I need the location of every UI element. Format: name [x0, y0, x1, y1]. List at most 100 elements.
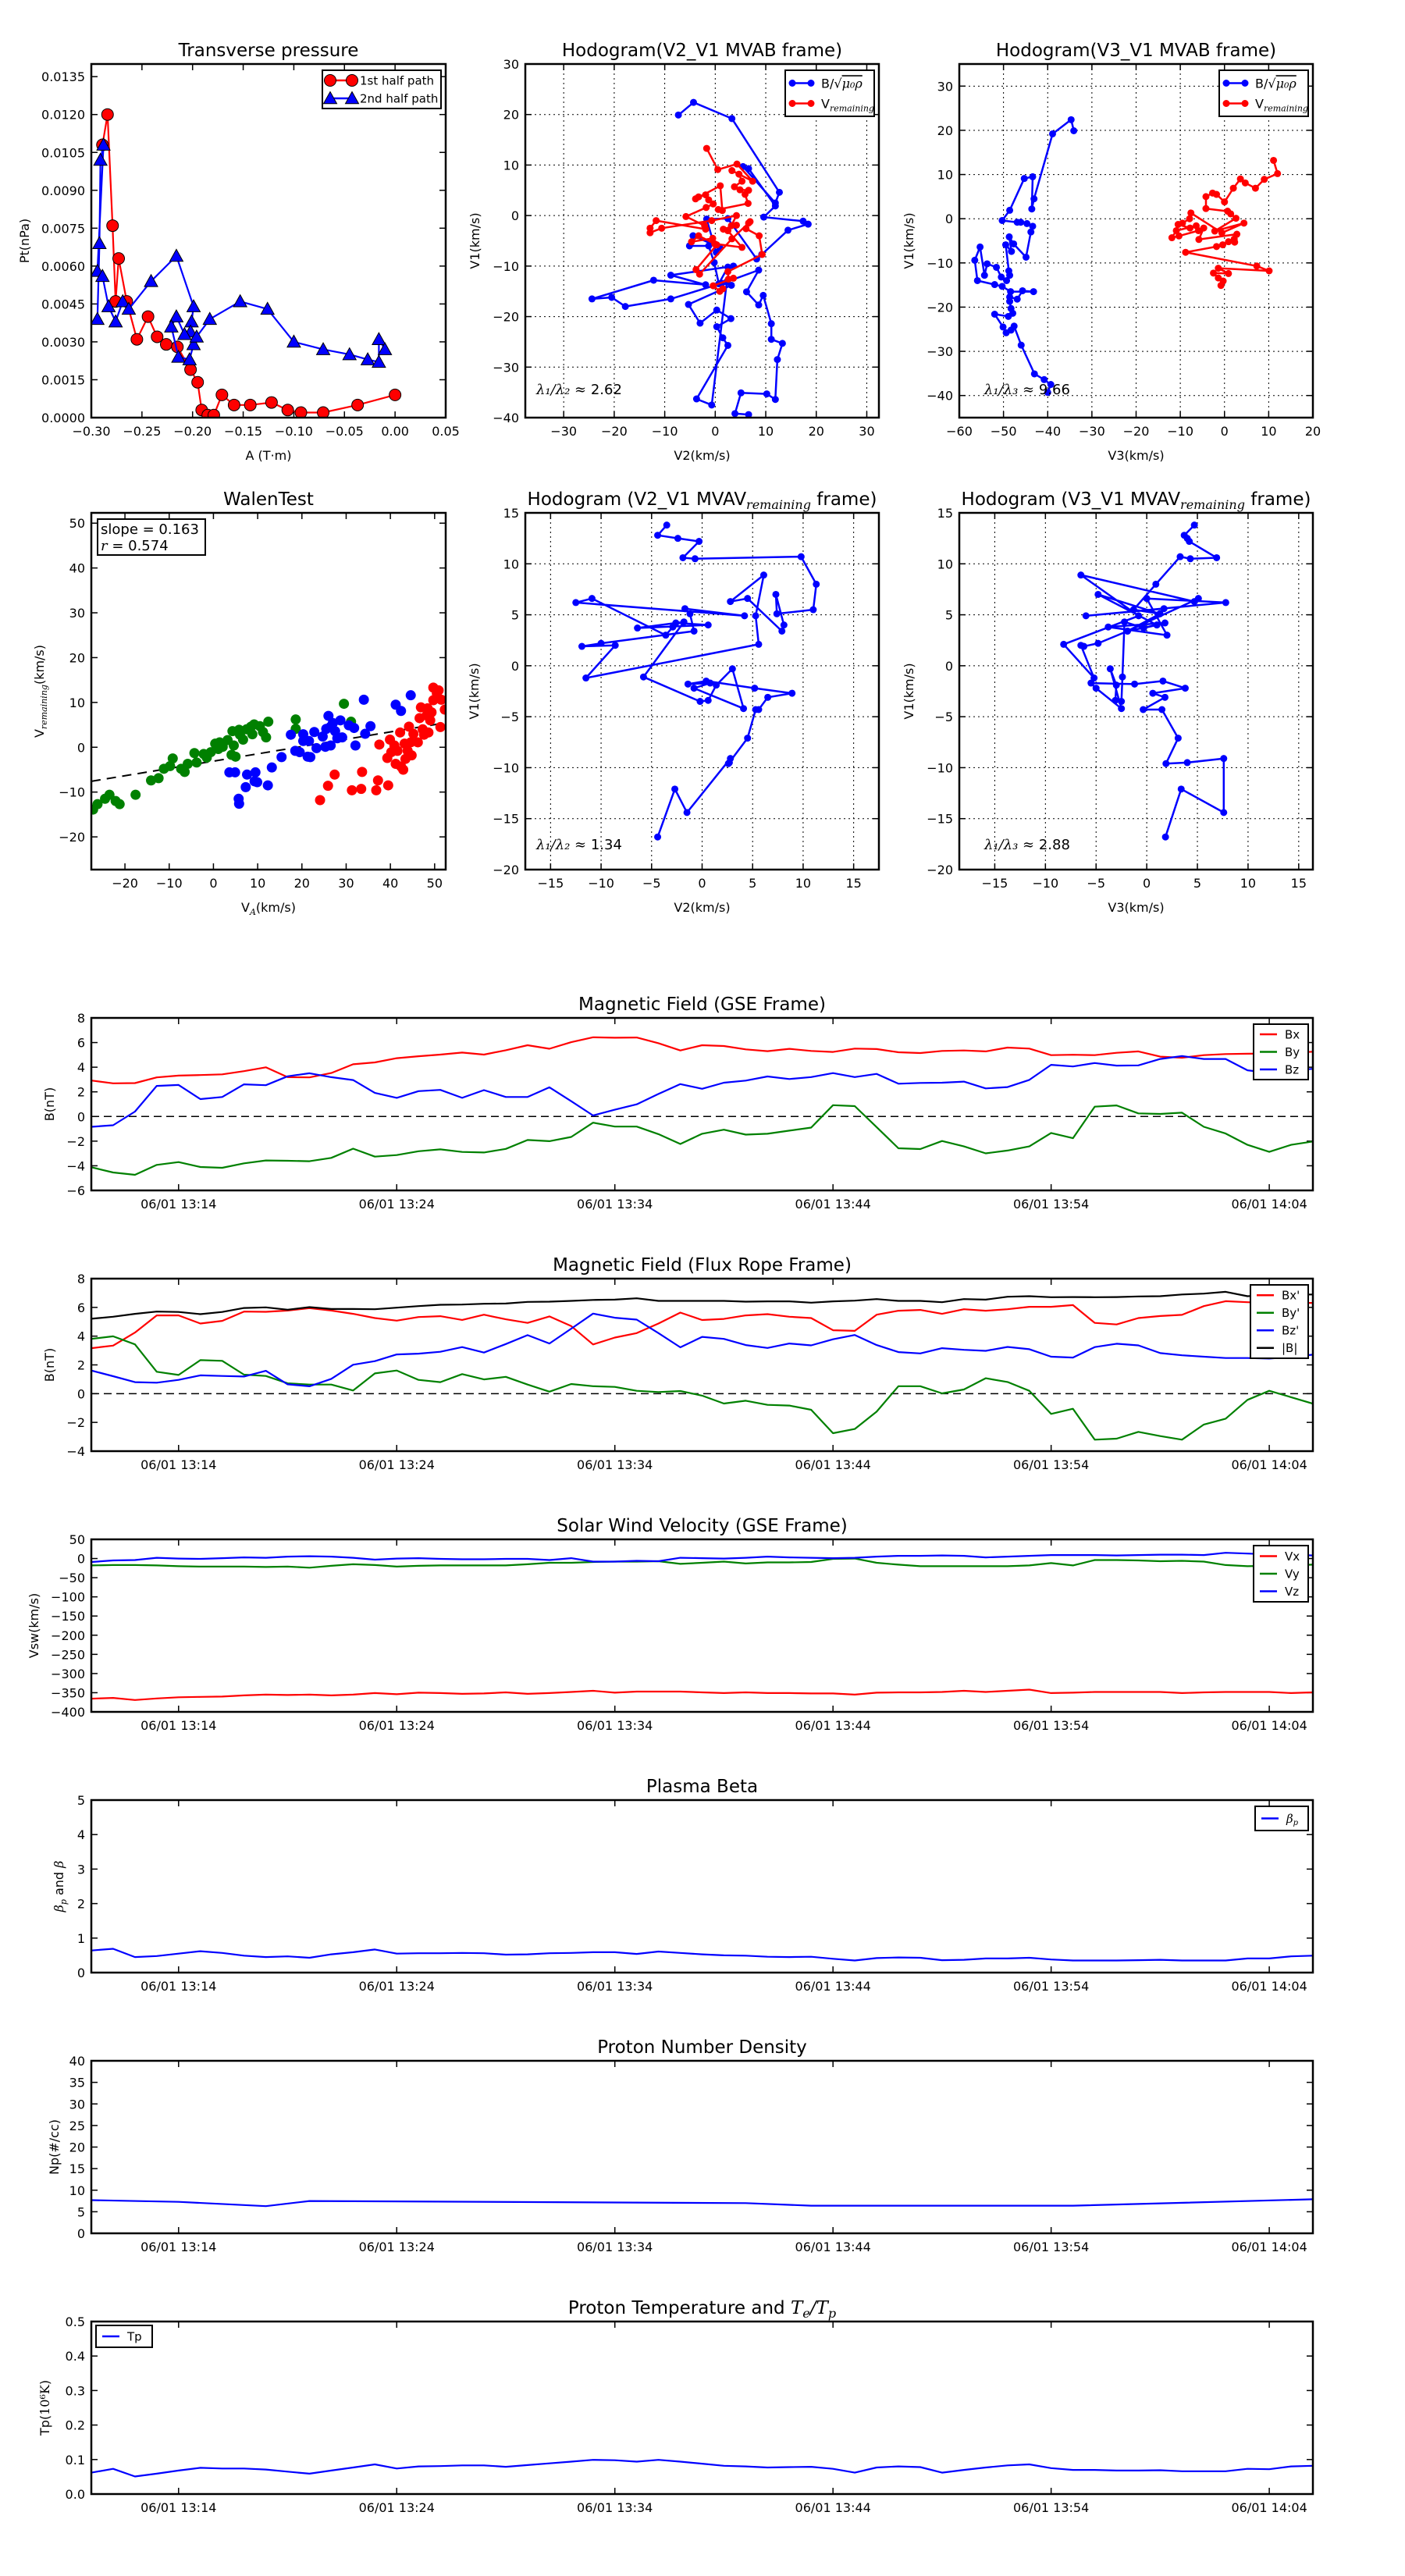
data-point — [329, 769, 340, 780]
y-tick-label: 0.0135 — [41, 69, 85, 84]
data-point — [1194, 226, 1202, 234]
data-point — [1186, 215, 1193, 222]
data-point — [702, 281, 710, 289]
data-point — [1217, 282, 1225, 290]
data-point — [294, 406, 308, 418]
series-1 — [91, 2198, 1313, 2208]
x-tick-label: 06/01 13:54 — [1013, 1457, 1089, 1472]
data-point — [763, 390, 770, 398]
legend: Tp — [95, 2325, 153, 2348]
data-point — [784, 226, 792, 234]
x-tick-label: 06/01 13:54 — [1013, 2240, 1089, 2254]
chart-title: Hodogram(V3_V1 MVAB frame) — [996, 41, 1276, 61]
x-tick-label: 06/01 13:34 — [577, 2500, 653, 2515]
chart-title: Hodogram(V2_V1 MVAB frame) — [562, 41, 842, 61]
x-tick-label: 5 — [1193, 876, 1201, 891]
legend-label-part: μ₀ρ — [842, 76, 863, 91]
fit-line — [91, 721, 446, 782]
x-tick-label: 06/01 13:14 — [140, 1979, 216, 1994]
x-tick-label: 10 — [1240, 876, 1256, 891]
data-point — [96, 137, 111, 151]
axes-frame — [524, 62, 880, 419]
y-tick-label: −20 — [927, 300, 953, 315]
data-point — [756, 232, 763, 240]
data-point — [971, 256, 979, 264]
data-point — [611, 642, 619, 649]
data-point — [1077, 571, 1085, 579]
data-point — [1194, 595, 1202, 603]
data-point — [244, 398, 257, 411]
y-tick-label: 0.0000 — [41, 411, 85, 425]
x-tick-label: 06/01 13:54 — [1013, 1197, 1089, 1212]
series-line — [91, 1290, 1313, 1320]
y-tick-label: 50 — [69, 516, 85, 531]
eigenvalue-ratio-annotation: λ₁/λ₃ ≈ 2.88 — [984, 837, 1070, 853]
data-point — [115, 294, 130, 308]
x-tick-label: 0.00 — [381, 424, 409, 439]
data-point — [186, 299, 201, 312]
x-tick-label: 40 — [382, 876, 398, 891]
data-point — [713, 306, 720, 314]
data-point — [1090, 674, 1098, 682]
y-tick-label: 10 — [937, 557, 953, 571]
legend-label: Vremaining — [1255, 96, 1308, 113]
data-point — [304, 735, 315, 746]
data-point — [688, 238, 695, 246]
data-layer — [572, 521, 820, 841]
data-point — [696, 319, 704, 327]
legend-label: B/√μ₀ρ — [821, 76, 863, 91]
data-point — [608, 294, 616, 301]
y-tick-label: 15 — [937, 506, 953, 521]
data-point — [689, 232, 697, 240]
y-axis-label-part: p — [59, 1899, 69, 1905]
data-point — [260, 301, 276, 315]
series-3 — [91, 1552, 1313, 1564]
data-point — [1067, 116, 1075, 123]
legend-label: B/√μ₀ρ — [1255, 76, 1297, 91]
data-point — [755, 266, 763, 274]
series-line — [91, 1688, 1313, 1701]
data-point — [1008, 247, 1016, 255]
data-point — [240, 781, 251, 792]
data-point — [1231, 238, 1239, 246]
data-point — [351, 398, 365, 411]
data-point — [759, 291, 767, 299]
data-point — [708, 217, 716, 225]
data-point — [305, 752, 316, 763]
legend: βp — [1254, 1806, 1309, 1831]
y-tick-label: 20 — [69, 2140, 85, 2155]
data-point — [772, 590, 780, 598]
data-point — [121, 301, 137, 315]
data-point — [1160, 605, 1168, 613]
data-point — [1218, 241, 1226, 249]
data-point — [1121, 618, 1129, 626]
legend-label: Vy — [1285, 1567, 1300, 1581]
data-point — [114, 799, 125, 809]
data-point — [714, 165, 722, 173]
data-point — [186, 336, 201, 350]
data-point — [108, 314, 123, 328]
data-point — [425, 715, 436, 726]
x-tick-label: 06/01 13:34 — [577, 2240, 653, 2254]
y-tick-label: −20 — [493, 863, 519, 877]
data-point — [1112, 696, 1119, 704]
data-point — [182, 352, 197, 365]
series-line — [91, 1300, 1313, 1350]
y-tick-label: 0.0060 — [41, 259, 85, 274]
x-tick-label: 15 — [1291, 876, 1307, 891]
data-point — [731, 183, 738, 190]
data-point — [738, 244, 746, 251]
data-point — [998, 216, 1006, 224]
chart-title-part: T — [816, 2298, 830, 2318]
x-tick-label: 20 — [809, 424, 824, 439]
y-tick-label: 0.2 — [66, 2418, 85, 2433]
data-point — [1006, 206, 1014, 214]
legend-entry: By' — [1257, 1306, 1300, 1320]
data-point — [372, 332, 386, 345]
data-point — [713, 323, 720, 331]
x-tick-label: −15 — [982, 876, 1008, 891]
series-1 — [572, 521, 820, 841]
data-point — [695, 193, 702, 201]
y-tick-label: −20 — [493, 310, 519, 325]
data-point — [141, 310, 155, 323]
